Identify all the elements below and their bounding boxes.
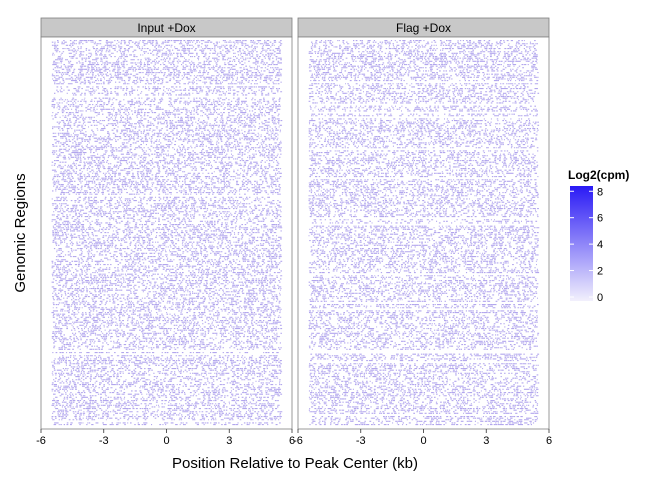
x-tick-label: -3 [356, 435, 366, 447]
x-tick-label: 6 [289, 435, 295, 447]
facet-flag-dox: Flag +Dox -6 -3 0 3 6 [293, 17, 552, 447]
legend-tick-label: 2 [597, 266, 603, 278]
y-axis-title: Genomic Regions [12, 173, 29, 292]
x-axis: -6 -3 0 3 6 [293, 429, 552, 447]
x-tick-label: -6 [36, 435, 46, 447]
x-tick-label: 3 [226, 435, 232, 447]
legend: Log2(cpm) 0 2 4 6 8 [568, 168, 629, 304]
x-tick-label: 3 [483, 435, 489, 447]
legend-ticks: 0 2 4 6 8 [570, 186, 603, 304]
heatmap-cells [308, 40, 540, 426]
heatmap-cell-field [308, 40, 540, 426]
legend-colorbar [570, 186, 593, 301]
x-tick-label: 0 [163, 435, 169, 447]
legend-tick-label: 4 [597, 239, 603, 251]
strip-label: Flag +Dox [396, 21, 451, 35]
legend-tick-label: 8 [597, 186, 603, 198]
x-tick-label: -6 [293, 435, 303, 447]
legend-tick-label: 6 [597, 213, 603, 225]
x-axis: -6 -3 0 3 6 [36, 429, 295, 447]
strip-label: Input +Dox [137, 21, 195, 35]
x-tick-label: -3 [99, 435, 109, 447]
x-axis-title: Position Relative to Peak Center (kb) [172, 455, 418, 472]
legend-tick-label: 0 [597, 292, 603, 304]
x-tick-label: 6 [546, 435, 552, 447]
heatmap-cell-field [51, 40, 283, 426]
legend-title: Log2(cpm) [568, 168, 629, 182]
heatmap-cells [51, 40, 283, 426]
x-tick-label: 0 [420, 435, 426, 447]
facet-input-dox: Input +Dox -6 -3 0 3 6 [36, 17, 295, 447]
